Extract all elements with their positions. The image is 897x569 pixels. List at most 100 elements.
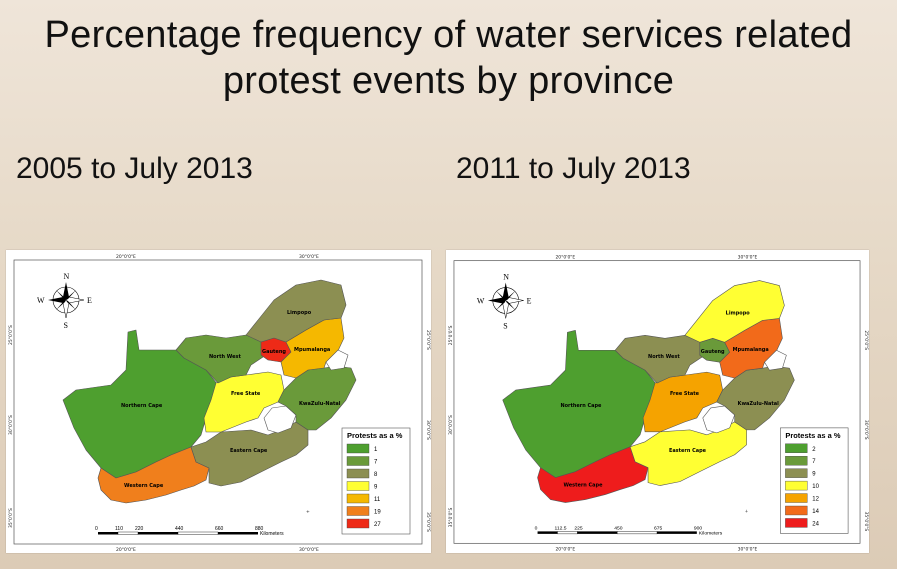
map-right-svg: 20°0'0"E 30°0'0"E 20°0'0"E 30°0'0"E 25°0… [448,255,869,553]
coord-top-30e: 30°0'0"E [299,254,319,260]
legend-swatch [346,518,370,529]
legend-value: 24 [812,521,819,527]
province-swaziland [325,349,349,371]
legend-value: 9 [374,485,378,491]
scale-unit: Kilometers [260,531,284,537]
svg-text:E: E [87,296,92,305]
scale-tick-label: 450 [614,525,623,531]
label-eastern-cape: Eastern Cape [230,448,268,454]
svg-text:N: N [64,272,70,281]
scale-unit: Kilometers [699,530,723,536]
label-kwazulu-natal: KwaZulu-Natal [299,401,341,407]
coord-left-30s: 30°0'0"S [448,415,454,435]
legend-value: 1 [374,447,378,453]
label-kwazulu-natal: KwaZulu-Natal [738,401,779,407]
coord-left-35s: 35°0'0"S [8,508,14,528]
province-western-cape [537,446,649,503]
svg-text:S: S [503,321,507,330]
legend-swatch [346,468,370,479]
province-limpopo [245,279,347,343]
map-legend: Protests as a % 2 7 9 10 12 14 24 [780,427,849,534]
label-limpopo: Limpopo [287,310,312,316]
legend-swatch [785,518,808,528]
coord-bottom-20e: 20°0'0"E [555,546,575,552]
province-lesotho [702,405,735,434]
coord-bottom-30e: 30°0'0"E [738,546,758,552]
legend-swatch [346,456,370,466]
legend-value: 9 [812,472,816,478]
map-left-subtitle: 2005 to July 2013 [16,152,253,185]
legend-value: 27 [374,522,381,528]
coord-top-20e: 20°0'0"E [555,255,575,261]
coord-left-25s: 25°0'0"S [448,325,454,345]
coord-right-30s: 30°0'0"S [863,420,869,440]
scale-tick-label: 0 [95,526,98,532]
map-frame [453,260,861,544]
svg-text:S: S [64,321,68,330]
svg-text:E: E [527,296,532,305]
coord-bottom-20e: 20°0'0"E [116,547,136,553]
compass-rose-icon: N S E W [37,272,92,330]
map-frame [13,259,423,545]
map-legend: Protests as a % 1 7 8 9 11 19 27 [341,427,411,535]
label-north-west: North West [648,354,680,360]
scale-tick-label: 112.5 [554,525,566,531]
legend-swatch [785,480,808,491]
legend-value: 7 [812,459,816,465]
svg-text:+: + [745,508,749,514]
coord-right-30s: 30°0'0"S [425,420,431,440]
province-limpopo [684,280,785,343]
svg-text:+: + [306,509,310,515]
scale-tick-label: 880 [255,526,264,532]
legend-value: 2 [812,447,816,453]
legend-swatch [346,481,370,491]
label-western-cape: Western Cape [563,483,603,489]
map-left-panel: 20°0'0"E 30°0'0"E 20°0'0"E 30°0'0"E 25°0… [6,250,431,553]
province-western-cape [97,446,210,504]
scale-tick-label: 675 [654,525,663,531]
legend-swatch [785,493,808,503]
scale-tick-label: 220 [135,526,144,532]
scale-tick-label: 0 [535,525,538,531]
label-gauteng: Gauteng [262,349,286,355]
coord-top-20e: 20°0'0"E [116,254,136,260]
svg-text:N: N [503,273,509,282]
map-left-svg: 20°0'0"E 30°0'0"E 20°0'0"E 30°0'0"E 25°0… [8,254,431,553]
svg-text:W: W [477,296,485,305]
legend-title: Protests as a % [347,431,403,440]
legend-swatch [785,505,808,516]
coord-bottom-30e: 30°0'0"E [299,547,319,553]
province-eastern-cape [629,421,747,486]
legend-value: 14 [812,509,819,515]
label-western-cape: Western Cape [124,483,164,489]
map-right-panel: 20°0'0"E 30°0'0"E 20°0'0"E 30°0'0"E 25°0… [446,250,869,553]
province-lesotho [263,405,297,434]
label-northern-cape: Northern Cape [560,403,602,409]
label-eastern-cape: Eastern Cape [669,448,707,454]
legend-swatch [785,468,808,478]
legend-swatch [346,506,370,516]
legend-value: 11 [374,497,381,503]
label-gauteng: Gauteng [701,349,725,355]
label-free-state: Free State [231,391,261,397]
scale-tick-label: 225 [574,525,583,531]
label-mpumalanga: Mpumalanga [294,347,330,353]
legend-value: 8 [374,472,378,478]
compass-rose-icon: N S E W [477,273,532,331]
label-free-state: Free State [670,391,700,397]
legend-swatch [346,493,370,504]
slide-title: Percentage frequency of water services r… [44,14,853,102]
scale-tick-label: 110 [115,526,123,532]
province-eastern-cape [190,421,309,487]
scale-tick-label: 900 [694,525,703,531]
label-northern-cape: Northern Cape [121,403,163,409]
label-mpumalanga: Mpumalanga [733,347,769,353]
scale-tick-label: 440 [175,526,184,532]
coord-right-35s: 35°0'0"S [863,511,869,531]
coord-right-35s: 35°0'0"S [425,512,431,532]
scale-tick-label: 660 [215,526,224,532]
coord-left-30s: 30°0'0"S [8,415,14,435]
label-north-west: North West [209,354,241,360]
legend-swatch [785,456,808,466]
